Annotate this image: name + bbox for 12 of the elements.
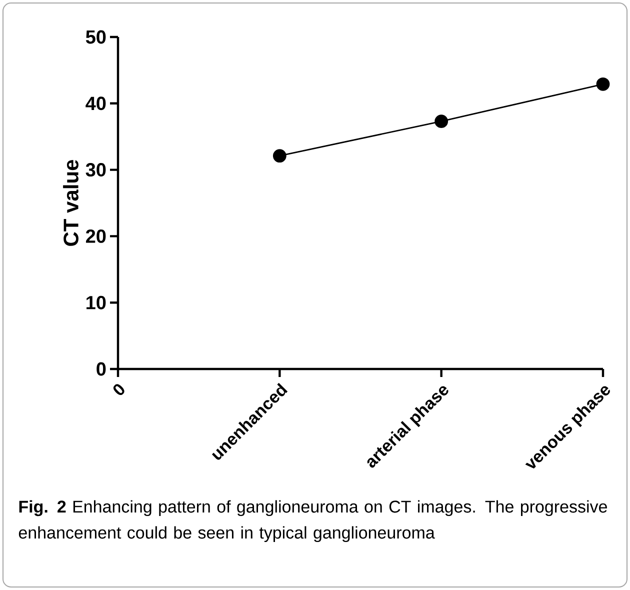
x-tick-label: 0 [113, 384, 124, 396]
y-tick-label: 20 [86, 229, 106, 243]
point [434, 114, 448, 128]
y-tick-label: 40 [86, 96, 106, 110]
y-tick-label: 50 [86, 30, 106, 44]
point [272, 149, 286, 163]
point [596, 77, 610, 91]
y-axis-title: CT value [63, 160, 78, 246]
y-tick-label: 0 [96, 362, 106, 376]
y-tick-label: 30 [86, 163, 106, 177]
y-tick-label: 10 [86, 296, 106, 310]
text: Fig. 2 Enhancing pattern of ganglioneuroma on CT images. The progressive enhancement could be seen in typical ganglioneuroma [18, 500, 607, 542]
